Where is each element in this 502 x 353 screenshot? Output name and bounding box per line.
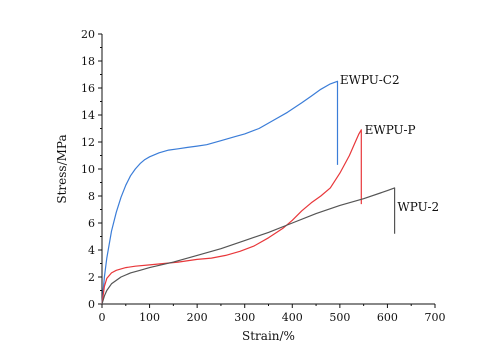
x-tick-label: 100 (139, 311, 160, 324)
plot-area: 0 100 200 300 400 500 600 700 0 2 4 6 8 10 12 14 16 18 20 E… (81, 28, 446, 324)
y-tick-label: 14 (81, 109, 95, 122)
series-label-wpu-2: WPU-2 (397, 200, 439, 214)
y-axis-title: Stress/MPa (55, 134, 69, 203)
x-axis-title: Strain/% (242, 329, 295, 343)
y-tick-label: 2 (88, 271, 95, 284)
x-tick-label: 600 (377, 311, 398, 324)
y-tick-label: 0 (88, 298, 95, 311)
y-tick-label: 16 (81, 82, 95, 95)
x-tick-label: 500 (329, 311, 350, 324)
x-tick-label: 0 (99, 311, 106, 324)
y-tick-label: 10 (81, 163, 95, 176)
series-line-ewpu-c2 (101, 80, 339, 305)
series-line-ewpu-p (101, 129, 362, 305)
y-tick-label: 4 (88, 244, 95, 257)
x-tick-label: 700 (425, 311, 446, 324)
y-tick-label: 18 (81, 55, 95, 68)
y-tick-label: 6 (88, 217, 95, 230)
series-line-wpu-2 (101, 187, 396, 305)
series-label-ewpu-p: EWPU-P (365, 123, 416, 137)
x-tick-label: 300 (234, 311, 255, 324)
x-tick-label: 400 (282, 311, 303, 324)
x-tick-label: 200 (187, 311, 208, 324)
series-label-ewpu-c2: EWPU-C2 (340, 73, 400, 87)
y-tick-label: 8 (88, 190, 95, 203)
y-tick-label: 20 (81, 28, 95, 41)
y-tick-label: 12 (81, 136, 95, 149)
